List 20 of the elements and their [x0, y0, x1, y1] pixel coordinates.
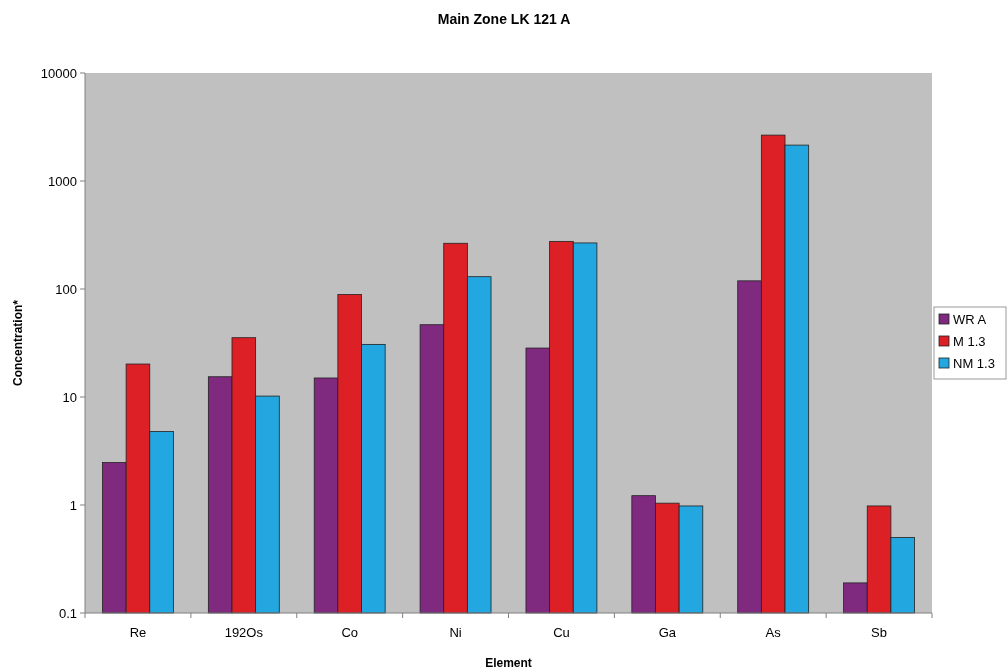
x-tick-label: Re: [129, 625, 147, 640]
x-tick-label: Cu: [553, 625, 570, 640]
x-axis-title: Element: [485, 656, 532, 670]
y-tick-label: 10000: [40, 65, 77, 81]
y-tick-label: 10: [62, 389, 77, 405]
x-tick-label: Ni: [449, 625, 462, 640]
y-tick-label: 0.1: [58, 605, 77, 621]
x-tick-label: Ga: [658, 625, 677, 640]
y-tick-label: 100: [55, 281, 77, 297]
legend-label: M 1.3: [953, 333, 986, 349]
y-tick-label: 1: [69, 497, 77, 513]
y-axis-title: Concentration*: [11, 299, 25, 387]
legend-label: NM 1.3: [953, 355, 995, 371]
x-tick-label: As: [765, 625, 782, 640]
legend-label: WR A: [953, 311, 987, 327]
chart-title: Main Zone LK 121 A: [437, 11, 571, 27]
y-tick-label: 1000: [48, 173, 77, 189]
x-tick-label: Co: [341, 625, 358, 640]
x-tick-label: Sb: [871, 625, 888, 640]
x-tick-label: 192Os: [224, 625, 264, 640]
